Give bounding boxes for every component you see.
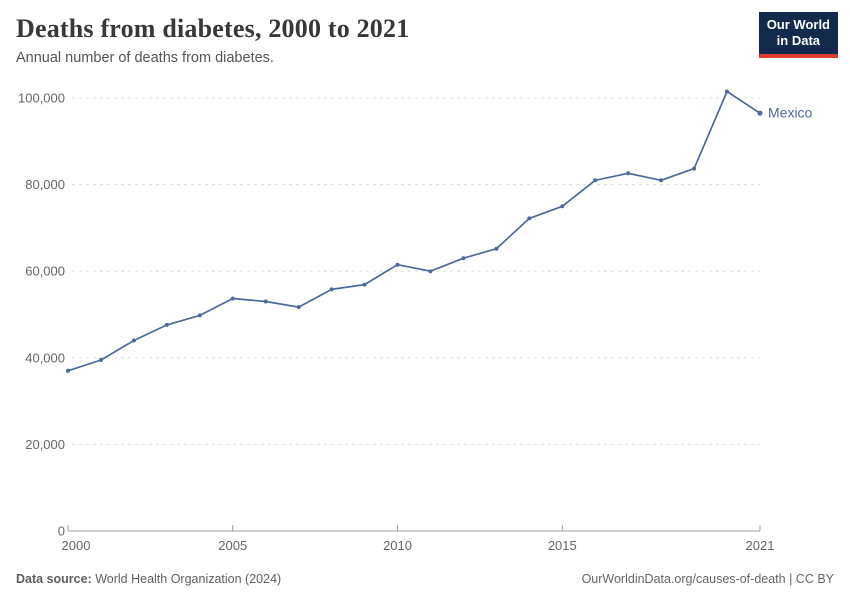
y-axis-tick-label: 100,000 (18, 91, 65, 106)
data-point[interactable] (494, 246, 499, 251)
logo-line-1: Our World (766, 17, 830, 32)
data-point[interactable] (296, 305, 301, 310)
y-axis-tick-label: 0 (58, 524, 65, 539)
data-point[interactable] (329, 287, 334, 292)
data-point[interactable] (99, 358, 103, 362)
series-line-mexico[interactable] (67, 90, 761, 372)
data-point[interactable] (593, 178, 598, 183)
chart-subtitle: Annual number of deaths from diabetes. (16, 50, 274, 66)
x-axis-tick-label: 2010 (383, 538, 412, 553)
data-point[interactable] (527, 216, 532, 221)
x-axis-tick-label: 2005 (218, 538, 247, 553)
data-point[interactable] (66, 368, 70, 373)
chart-footer: Data source: World Health Organization (… (16, 572, 834, 586)
data-point[interactable] (725, 89, 729, 94)
y-axis-tick-label: 80,000 (25, 177, 65, 192)
data-point[interactable] (197, 313, 202, 318)
data-point[interactable] (757, 110, 763, 116)
x-axis-tick-label: 2000 (62, 538, 91, 553)
y-axis-tick-label: 20,000 (25, 437, 65, 452)
data-point[interactable] (692, 166, 697, 171)
logo-line-2: in Data (776, 33, 821, 49)
series-label-mexico[interactable]: Mexico (768, 105, 813, 121)
data-point[interactable] (362, 282, 367, 287)
data-point[interactable] (461, 256, 466, 261)
data-point[interactable] (164, 322, 169, 327)
data-point[interactable] (230, 296, 235, 301)
data-point[interactable] (560, 204, 565, 209)
credit-line: OurWorldinData.org/causes-of-death | CC … (581, 572, 834, 586)
data-point[interactable] (428, 269, 433, 274)
y-axis-tick-label: 60,000 (25, 264, 65, 279)
data-source-label: Data source: (16, 572, 92, 586)
data-source: Data source: World Health Organization (… (16, 572, 281, 586)
y-axis-tick-label: 40,000 (25, 350, 65, 365)
owid-logo[interactable]: Our World in Data (758, 12, 838, 58)
x-axis-tick-label: 2021 (746, 538, 775, 553)
chart-title: Deaths from diabetes, 2000 to 2021 (16, 14, 410, 43)
data-point[interactable] (395, 262, 400, 267)
x-axis-tick-label: 2015 (548, 538, 577, 553)
data-point[interactable] (626, 171, 631, 176)
data-point[interactable] (659, 178, 664, 183)
data-point[interactable] (263, 299, 268, 304)
data-point[interactable] (131, 338, 136, 343)
data-source-value: World Health Organization (2024) (91, 572, 282, 586)
